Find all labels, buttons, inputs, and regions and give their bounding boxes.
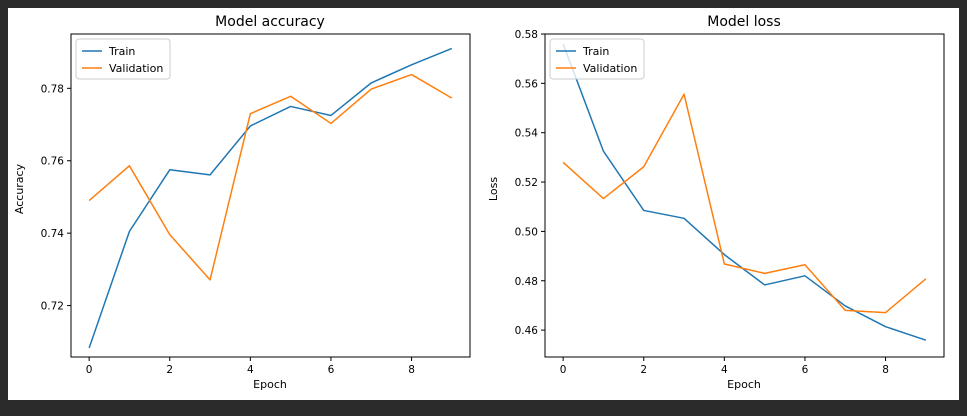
accuracy-series-validation-line	[88, 73, 453, 281]
loss-xlabel: Epoch	[727, 378, 761, 391]
accuracy-ytick-label: 0.76	[41, 156, 65, 168]
loss-xtick-label: 6	[802, 364, 809, 376]
accuracy-legend-box	[75, 38, 171, 80]
accuracy-xtick-label: 4	[247, 364, 254, 376]
accuracy-series-train-line	[88, 47, 453, 349]
accuracy-xtick-label: 2	[166, 364, 173, 376]
accuracy-xtick-label: 8	[408, 364, 415, 376]
accuracy-legend-label-train: Train	[108, 45, 135, 58]
accuracy-title: Model accuracy	[215, 14, 325, 30]
accuracy-ytick-label: 0.74	[41, 228, 65, 240]
loss-ylabel: Loss	[487, 177, 500, 201]
loss-legend-box	[549, 38, 645, 80]
loss-lines	[562, 43, 927, 341]
accuracy-lines	[88, 47, 453, 349]
loss-series-train-line	[562, 43, 927, 341]
figure-canvas: Model accuracy Epoch Accuracy 0 2 4 6 8 0.72 0…	[8, 8, 959, 400]
loss-ytick-label: 0.52	[515, 177, 538, 189]
accuracy-legend: Train Validation	[75, 38, 171, 80]
accuracy-axes-frame	[70, 33, 471, 358]
accuracy-xtick-label: 0	[86, 364, 93, 376]
figure-svg: Model accuracy Epoch Accuracy 0 2 4 6 80.720…	[13, 14, 945, 391]
accuracy-xlabel: Epoch	[253, 378, 287, 391]
accuracy-ticks: 0 2 4 6 8 0.72 0.74 0.76 0.78	[41, 83, 415, 376]
loss-ytick-label: 0.54	[515, 128, 539, 140]
loss-legend-label-train: Train	[582, 45, 609, 58]
loss-ytick-label: 0.56	[515, 78, 539, 90]
loss-ytick-label: 0.58	[515, 29, 538, 41]
loss-ticks: 0 2 4 6 8 0.46 0.48 0.50 0.52 0.54 0.56 0.58	[515, 29, 889, 376]
loss-legend: Train Validation	[549, 38, 645, 80]
accuracy-ytick-label: 0.72	[41, 301, 64, 313]
accuracy-legend-label-validation: Validation	[109, 62, 163, 75]
loss-ytick-label: 0.46	[515, 325, 539, 337]
loss-xtick-label: 8	[882, 364, 889, 376]
loss-ytick-label: 0.48	[515, 276, 538, 288]
loss-subplot: Model loss Epoch Loss 0 2 4 6 80.460.480.500…	[487, 14, 945, 391]
loss-xtick-label: 0	[560, 364, 567, 376]
loss-ytick-label: 0.50	[515, 226, 538, 238]
accuracy-subplot: Model accuracy Epoch Accuracy 0 2 4 6 80.720…	[13, 14, 471, 391]
loss-xtick-label: 4	[721, 364, 728, 376]
accuracy-ytick-label: 0.78	[41, 83, 64, 95]
loss-xtick-label: 2	[640, 364, 647, 376]
loss-title: Model loss	[707, 14, 781, 30]
accuracy-xtick-label: 6	[328, 364, 335, 376]
loss-series-validation-line	[562, 93, 927, 314]
loss-axes-frame	[544, 33, 945, 358]
accuracy-ylabel: Accuracy	[13, 163, 26, 214]
loss-legend-label-validation: Validation	[583, 62, 637, 75]
